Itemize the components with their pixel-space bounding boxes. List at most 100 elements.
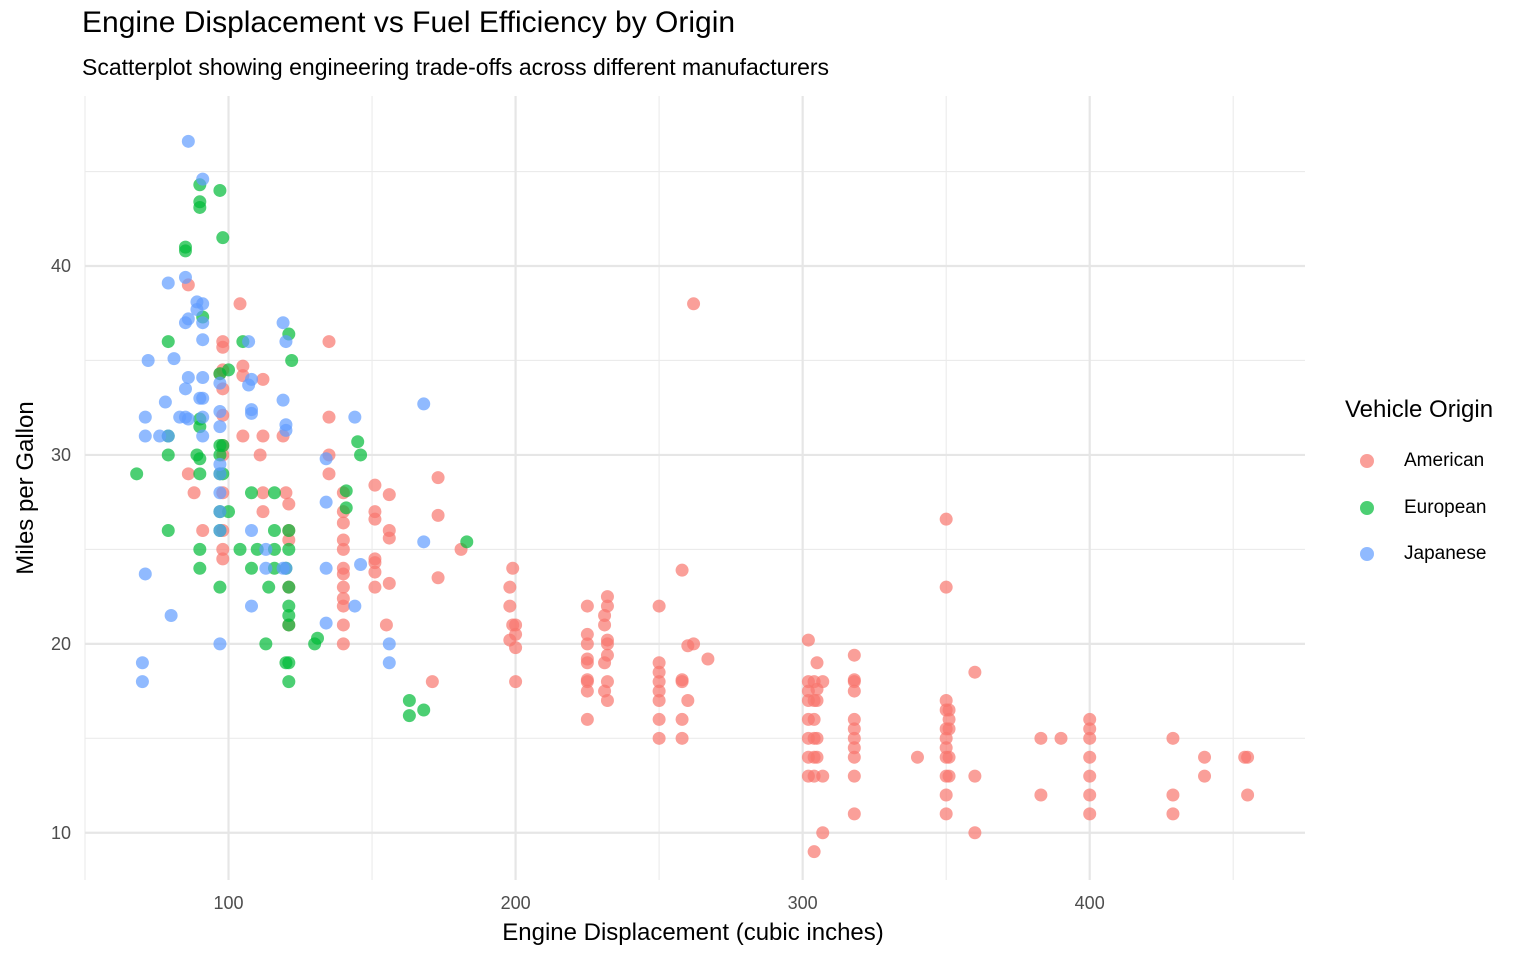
- point-american: [506, 561, 520, 575]
- point-american: [652, 599, 666, 613]
- legend-item-japanese[interactable]: Japanese: [1345, 531, 1493, 578]
- point-european: [161, 524, 175, 538]
- x-axis-title: Engine Displacement (cubic inches): [502, 919, 884, 946]
- point-european: [193, 452, 207, 466]
- point-american: [810, 731, 824, 745]
- point-european: [282, 599, 296, 613]
- point-japanese: [196, 370, 210, 384]
- point-american: [382, 531, 396, 545]
- x-axis-ticks: 100 200 300 400: [214, 893, 1105, 913]
- point-american: [847, 741, 861, 755]
- point-american: [282, 533, 296, 547]
- x-tick-label: 300: [788, 893, 818, 913]
- legend-label-american: American: [1404, 450, 1485, 472]
- point-american: [256, 505, 270, 519]
- point-american: [1083, 722, 1097, 736]
- data-points: [130, 134, 1255, 859]
- point-american: [1166, 807, 1180, 821]
- legend-key-american: [1360, 454, 1374, 469]
- point-european: [402, 694, 416, 708]
- point-american: [1241, 788, 1255, 802]
- point-american: [939, 580, 953, 594]
- point-american: [431, 571, 445, 585]
- point-american: [675, 731, 689, 745]
- point-american: [1083, 731, 1097, 745]
- point-american: [652, 694, 666, 708]
- point-japanese: [178, 382, 192, 396]
- point-american: [816, 675, 830, 689]
- legend-key-european: [1360, 500, 1374, 515]
- point-american: [580, 684, 594, 698]
- point-american: [1083, 769, 1097, 783]
- legend-item-european[interactable]: European: [1345, 485, 1493, 532]
- grid-minor: [84, 96, 1305, 880]
- point-american: [1083, 750, 1097, 764]
- point-american: [801, 633, 815, 647]
- point-american: [939, 512, 953, 526]
- point-european: [161, 335, 175, 349]
- point-american: [810, 750, 824, 764]
- point-american: [652, 684, 666, 698]
- legend-label-european: European: [1404, 496, 1487, 518]
- point-american: [675, 675, 689, 689]
- point-american: [942, 722, 956, 736]
- point-european: [259, 637, 273, 651]
- point-american: [1083, 712, 1097, 726]
- point-american: [910, 750, 924, 764]
- legend-item-american[interactable]: American: [1345, 438, 1493, 485]
- point-european: [244, 486, 258, 500]
- point-japanese: [158, 395, 172, 409]
- point-american: [282, 497, 296, 511]
- point-american: [1083, 807, 1097, 821]
- point-american: [598, 609, 612, 623]
- point-american: [652, 665, 666, 679]
- point-japanese: [196, 333, 210, 347]
- point-american: [1241, 750, 1255, 764]
- point-japanese: [244, 372, 258, 386]
- point-american: [687, 637, 701, 651]
- point-american: [336, 618, 350, 632]
- point-japanese: [213, 457, 227, 471]
- point-american: [652, 675, 666, 689]
- point-american: [187, 486, 201, 500]
- point-american: [368, 580, 382, 594]
- point-european: [354, 448, 368, 462]
- x-tick-label: 200: [501, 893, 531, 913]
- point-european: [402, 709, 416, 723]
- point-japanese: [213, 376, 227, 390]
- point-american: [600, 648, 614, 662]
- point-american: [810, 656, 824, 670]
- point-japanese: [348, 599, 362, 613]
- point-american: [431, 471, 445, 485]
- point-american: [816, 769, 830, 783]
- point-american: [336, 567, 350, 581]
- point-american: [256, 372, 270, 386]
- y-tick-label: 30: [51, 445, 71, 465]
- point-european: [460, 535, 474, 549]
- y-tick-label: 10: [51, 823, 71, 843]
- point-american: [336, 580, 350, 594]
- point-american: [580, 627, 594, 641]
- point-american: [942, 703, 956, 717]
- point-japanese: [319, 561, 333, 575]
- point-japanese: [213, 524, 227, 538]
- point-european: [267, 524, 281, 538]
- point-japanese: [279, 561, 293, 575]
- point-american: [652, 731, 666, 745]
- point-japanese: [161, 276, 175, 290]
- point-american: [336, 516, 350, 530]
- point-american: [598, 618, 612, 632]
- point-american: [847, 769, 861, 783]
- point-japanese: [259, 561, 273, 575]
- point-american: [847, 807, 861, 821]
- point-american: [181, 467, 195, 481]
- point-american: [681, 694, 695, 708]
- point-american: [322, 410, 336, 424]
- point-american: [216, 552, 230, 566]
- point-american: [236, 429, 250, 443]
- grid-major: [85, 96, 1305, 880]
- point-japanese: [196, 297, 210, 311]
- point-american: [256, 429, 270, 443]
- point-european: [193, 200, 207, 214]
